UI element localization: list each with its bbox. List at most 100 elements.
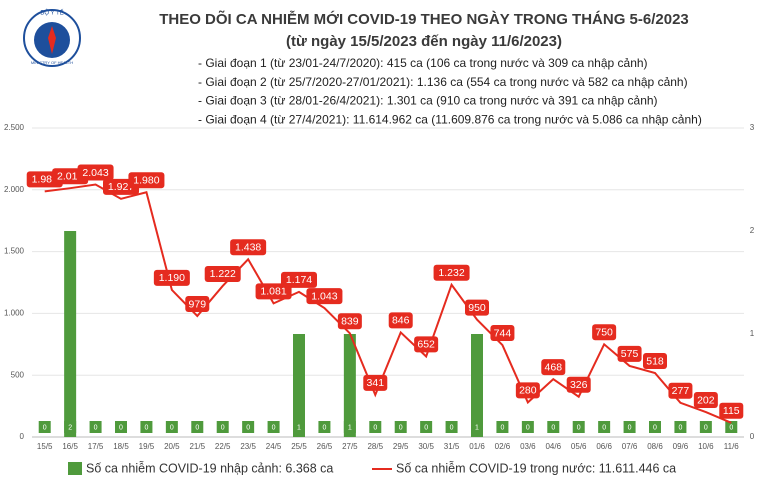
y-tick-label: 1.500: [4, 247, 25, 256]
bar: [471, 334, 483, 437]
bar-label: 2: [68, 424, 72, 431]
data-label: 750: [595, 327, 613, 339]
bar-label: 1: [297, 424, 301, 431]
data-label: 1.987: [32, 174, 58, 186]
bar-label-box: [165, 421, 178, 433]
bar-label-box: [649, 421, 661, 433]
bar-label: 0: [170, 424, 174, 431]
bar-label-box: [420, 421, 433, 433]
bar-label: 0: [628, 424, 632, 431]
data-label-box: [306, 288, 343, 305]
data-label: 2.043: [82, 167, 108, 179]
data-label-box: [693, 392, 718, 409]
logo: BỘ Y TẾ MINISTRY OF HEALTH: [23, 9, 81, 67]
bar-label: 0: [272, 424, 276, 431]
data-label-box: [719, 402, 744, 419]
bar-label: 0: [43, 424, 47, 431]
y2-tick-label: 3: [750, 123, 755, 132]
note: - Giai đoạn 3 (từ 28/01-26/4/2021): 1.30…: [198, 94, 658, 108]
x-tick-label: 21/5: [189, 442, 205, 451]
x-tick-label: 25/5: [291, 442, 307, 451]
bar: [343, 334, 356, 437]
bar-label: 0: [729, 424, 733, 431]
data-label-box: [153, 269, 190, 286]
x-tick-label: 02/6: [495, 442, 511, 451]
data-label-box: [185, 295, 210, 312]
bar-label-box: [242, 421, 255, 433]
data-label-box: [388, 312, 413, 329]
data-label-box: [668, 382, 693, 399]
data-label: 1.927: [108, 181, 134, 193]
bar-label-box: [89, 421, 102, 433]
data-label: 1.980: [133, 175, 159, 187]
bar-label: 0: [399, 424, 403, 431]
line: [44, 183, 732, 424]
data-label-box: [281, 271, 317, 288]
data-label-box: [617, 345, 642, 362]
chart-title: THEO DÕI CA NHIỄM MỚI COVID-19 THEO NGÀY…: [159, 10, 689, 28]
y2-tick-label: 0: [750, 432, 755, 441]
bar-label: 1: [475, 424, 479, 431]
x-tick-label: 17/5: [88, 442, 104, 451]
data-label: 979: [189, 298, 207, 310]
data-label: 115: [723, 405, 740, 417]
note: - Giai đoạn 4 (từ 27/4/2021): 11.614.962…: [198, 112, 702, 126]
legend-label: Số ca nhiễm COVID-19 nhập cảnh: 6.368 ca: [86, 460, 333, 475]
data-label-box: [363, 374, 388, 391]
note: - Giai đoạn 2 (từ 25/7/2020-27/01/2021):…: [198, 75, 688, 89]
bar-label-box: [64, 421, 77, 433]
data-label: 277: [672, 385, 690, 397]
x-tick-label: 20/5: [164, 442, 180, 451]
x-tick-label: 09/6: [673, 442, 689, 451]
bar: [293, 334, 305, 437]
data-label: 839: [341, 316, 359, 328]
data-label-box: [465, 299, 489, 316]
bar-label: 0: [195, 424, 199, 431]
bar-label-box: [674, 421, 687, 433]
data-label-box: [77, 164, 114, 181]
y-tick-label: 2.000: [4, 185, 25, 194]
bar-label-box: [445, 421, 458, 433]
x-tick-label: 11/6: [724, 442, 740, 451]
x-tick-label: 08/6: [647, 442, 663, 451]
data-label: 202: [697, 394, 715, 406]
x-tick-label: 28/5: [367, 442, 383, 451]
bar-label: 0: [653, 424, 657, 431]
note: - Giai đoạn 1 (từ 23/01-24/7/2020): 415 …: [198, 56, 648, 70]
x-tick-label: 05/6: [571, 442, 587, 451]
data-label: 1.081: [260, 286, 286, 298]
x-tick-label: 10/6: [698, 442, 714, 451]
bar-label-box: [394, 421, 407, 433]
data-label: 1.174: [286, 274, 312, 286]
bar-label-box: [496, 421, 509, 433]
y-tick-label: 500: [11, 370, 25, 379]
data-label-box: [566, 376, 591, 393]
bar-label-box: [38, 421, 51, 433]
data-label-box: [592, 324, 617, 341]
x-tick-label: 27/5: [342, 442, 358, 451]
x-tick-label: 03/6: [520, 442, 536, 451]
bar-label: 0: [246, 424, 250, 431]
bar-label-box: [267, 421, 280, 433]
bar-label-box: [725, 421, 738, 433]
x-tick-label: 01/6: [469, 442, 485, 451]
bar-label-box: [115, 421, 127, 433]
bar-label-box: [369, 421, 382, 433]
x-tick-label: 29/5: [393, 442, 409, 451]
bar-label-box: [471, 421, 483, 433]
chart-subtitle: (từ ngày 15/5/2023 đến ngày 11/6/2023): [286, 33, 562, 50]
x-tick-label: 04/6: [545, 442, 561, 451]
logo-bottom: MINISTRY OF HEALTH: [31, 60, 73, 65]
data-label: 2.013: [57, 170, 83, 182]
bar-label: 0: [450, 424, 454, 431]
bar: [64, 231, 77, 437]
bar-label: 0: [704, 424, 708, 431]
bar-label-box: [572, 421, 585, 433]
data-label-box: [337, 313, 362, 330]
data-label: 1.190: [159, 272, 185, 284]
x-tick-label: 26/5: [317, 442, 333, 451]
logo-emblem: [48, 26, 56, 54]
bar-label: 0: [322, 424, 326, 431]
data-label-box: [230, 239, 267, 256]
